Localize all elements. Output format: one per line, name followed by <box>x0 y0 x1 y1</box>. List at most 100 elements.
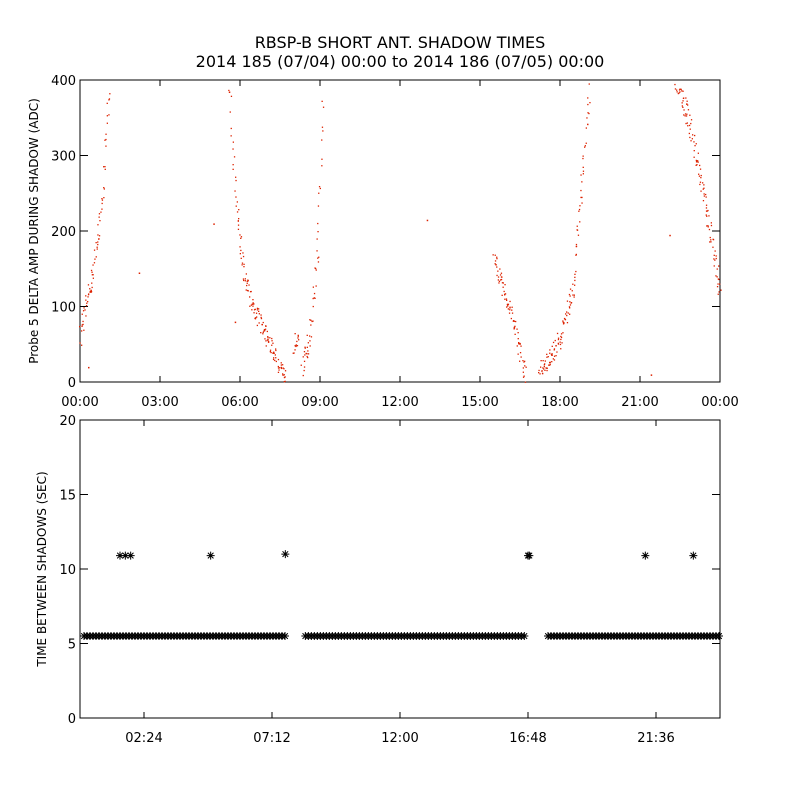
shadow-amplitude-point <box>573 296 575 298</box>
shadow-amplitude-point <box>82 323 84 326</box>
shadow-amplitude-point <box>707 226 709 228</box>
shadow-amplitude-point <box>284 376 286 378</box>
shadow-amplitude-point <box>586 117 588 119</box>
shadow-amplitude-point <box>294 349 296 351</box>
shadow-amplitude-point <box>560 338 562 341</box>
shadow-amplitude-point <box>282 367 284 369</box>
shadow-amplitude-point <box>683 97 685 99</box>
shadow-amplitude-point <box>580 174 582 176</box>
chart-title-line-2: 2014 185 (07/04) 00:00 to 2014 186 (07/0… <box>196 52 605 71</box>
shadow-amplitude-point <box>251 303 253 305</box>
shadow-amplitude-point <box>513 328 515 330</box>
shadow-amplitude-point <box>263 330 265 332</box>
shadow-amplitude-point <box>267 337 269 339</box>
shadow-amplitude-point <box>706 225 708 227</box>
shadow-amplitude-point <box>676 89 678 91</box>
shadow-amplitude-point <box>247 290 249 292</box>
shadow-amplitude-point <box>101 198 103 200</box>
shadow-amplitude-point <box>283 368 285 370</box>
shadow-amplitude-point <box>572 283 574 285</box>
shadow-amplitude-point <box>708 228 711 231</box>
shadow-amplitude-point <box>522 371 524 373</box>
shadow-amplitude-point <box>575 245 577 248</box>
shadow-amplitude-point <box>296 345 299 347</box>
shadow-amplitude-point <box>269 351 271 353</box>
shadow-amplitude-point <box>566 322 569 324</box>
shadow-amplitude-point <box>576 225 578 227</box>
shadow-amplitude-point <box>239 234 241 236</box>
shadow-amplitude-point <box>705 214 707 216</box>
shadow-amplitude-point <box>549 349 551 351</box>
shadow-amplitude-point <box>79 326 81 328</box>
shadow-amplitude-point <box>280 362 282 364</box>
shadow-amplitude-point <box>514 325 516 327</box>
shadow-amplitude-point <box>262 333 264 335</box>
shadow-amplitude-point <box>305 352 307 355</box>
shadow-amplitude-point <box>82 320 84 323</box>
shadow-amplitude-point <box>509 309 511 311</box>
shadow-amplitude-point <box>682 106 684 108</box>
shadow-amplitude-point <box>283 381 285 383</box>
shadow-amplitude-point <box>294 345 296 347</box>
shadow-amplitude-point <box>239 246 241 248</box>
shadow-amplitude-point <box>549 363 551 365</box>
shadow-amplitude-point <box>546 356 548 358</box>
shadow-amplitude-point <box>103 188 105 190</box>
shadow-amplitude-point <box>271 340 273 342</box>
shadow-amplitude-point <box>548 364 550 366</box>
shadow-amplitude-point <box>267 336 269 338</box>
shadow-amplitude-point <box>247 280 249 282</box>
shadow-interval-outlier <box>641 551 650 560</box>
shadow-amplitude-point <box>571 290 573 292</box>
top-x-tick-label: 21:00 <box>621 395 658 410</box>
shadow-amplitude-point <box>312 286 314 288</box>
shadow-amplitude-point <box>707 225 709 227</box>
shadow-amplitude-point <box>298 339 300 341</box>
shadow-amplitude-point <box>81 344 83 346</box>
shadow-amplitude-point <box>709 241 711 243</box>
shadow-amplitude-point <box>312 297 314 300</box>
shadow-amplitude-point <box>302 374 304 377</box>
shadow-amplitude-point <box>249 296 251 298</box>
shadow-amplitude-point <box>270 351 272 354</box>
shadow-amplitude-point <box>575 253 577 256</box>
shadow-amplitude-point <box>256 307 259 309</box>
shadow-amplitude-point <box>92 277 94 279</box>
shadow-amplitude-point <box>557 342 559 344</box>
shadow-amplitude-point <box>262 331 264 333</box>
shadow-amplitude-point <box>306 353 308 355</box>
shadow-amplitude-point <box>240 236 243 238</box>
shadow-amplitude-point <box>82 310 85 312</box>
shadow-amplitude-point <box>683 114 685 116</box>
shadow-amplitude-point <box>103 197 105 199</box>
shadow-amplitude-point <box>243 279 245 282</box>
shadow-amplitude-point <box>97 234 99 236</box>
shadow-amplitude-point <box>272 352 274 354</box>
shadow-amplitude-point <box>275 349 277 352</box>
shadow-amplitude-point <box>541 372 544 374</box>
shadow-amplitude-point <box>566 314 568 317</box>
shadow-amplitude-point <box>552 358 554 360</box>
top-x-tick-label: 06:00 <box>221 395 258 410</box>
shadow-amplitude-point <box>713 254 715 256</box>
shadow-interval-point <box>520 632 529 641</box>
shadow-amplitude-point <box>695 164 697 166</box>
shadow-amplitude-point <box>686 122 688 124</box>
shadow-amplitude-point <box>685 115 688 117</box>
shadow-amplitude-point <box>258 322 260 324</box>
shadow-amplitude-point <box>557 337 560 339</box>
shadow-interval-point <box>715 632 723 641</box>
shadow-interval-point <box>281 632 289 641</box>
shadow-amplitude-point <box>277 371 280 373</box>
shadow-amplitude-point <box>279 367 281 369</box>
shadow-amplitude-point <box>574 279 576 282</box>
shadow-amplitude-point <box>569 313 571 315</box>
shadow-amplitude-point <box>697 161 699 163</box>
shadow-amplitude-point <box>256 316 258 318</box>
shadow-amplitude-point <box>237 220 239 222</box>
shadow-amplitude-point <box>581 202 583 204</box>
shadow-amplitude-point <box>251 309 253 311</box>
shadow-amplitude-point <box>85 315 87 317</box>
shadow-amplitude-point <box>317 231 319 233</box>
